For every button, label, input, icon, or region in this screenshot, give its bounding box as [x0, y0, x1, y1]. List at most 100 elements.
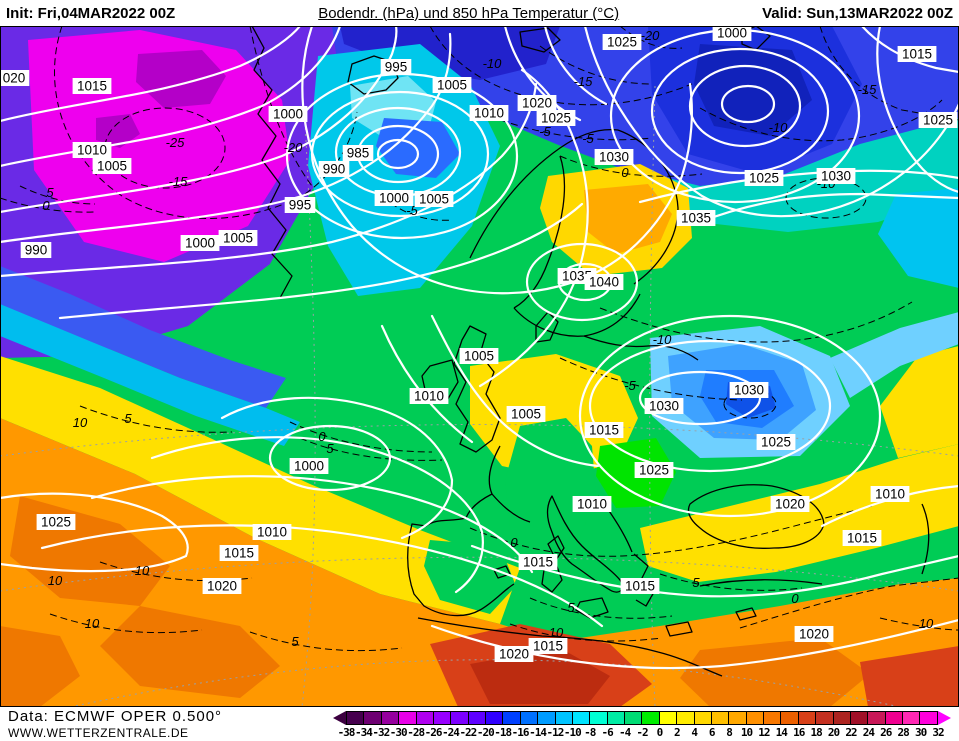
isobar-line: [40, 524, 604, 628]
isobar-label-box: [414, 191, 454, 207]
temp-label: 10: [85, 616, 100, 631]
colorbar-tick-label: -30: [389, 726, 408, 739]
colorbar-cells: [333, 711, 951, 725]
isobar-label: 1000: [294, 459, 324, 474]
isobar-label: 1020: [799, 627, 829, 642]
region-se-dark-orange: [680, 638, 870, 707]
temp-contour: [49, 613, 203, 634]
temp-contour: [79, 405, 233, 433]
isobar-label: 1010: [875, 487, 905, 502]
isobar-label-box: [518, 554, 558, 570]
header-bar: Init: Fri,04MAR2022 00Z Bodendr. (hPa) u…: [0, 0, 959, 26]
isobar-line: [0, 26, 398, 214]
isobar-label: 1025: [749, 171, 779, 186]
isobar-label-box: [794, 626, 834, 642]
isobar-label-box: [432, 77, 472, 93]
region-barents-inner: [694, 44, 812, 136]
isobar-label: 1015: [533, 639, 563, 654]
region-purple-blob-2: [96, 114, 140, 148]
isobar-line: [334, 106, 462, 198]
isobar-label-box: [536, 110, 576, 126]
colorbar-cell: [486, 711, 504, 725]
isobar-label-box: [72, 78, 112, 94]
colorbar-tick-label: -20: [476, 726, 495, 739]
isobar-label: 1020: [499, 647, 529, 662]
colorbar-cell: [885, 711, 903, 725]
colorbar-tick-label: 6: [708, 726, 716, 739]
temp-contour: [479, 111, 653, 141]
colorbar-cell: [572, 711, 591, 725]
isobar-label-box: [770, 496, 810, 512]
colorbar-cell: [381, 711, 400, 725]
isobar-label-box: [584, 422, 624, 438]
colorbar-tick-label: -16: [511, 726, 530, 739]
temp-label: 10: [48, 573, 63, 588]
data-source-label: Data: ECMWF OPER 0.500°: [8, 708, 223, 725]
coastline: [665, 621, 693, 637]
colorbar-right-arrow: [937, 711, 951, 725]
temp-contour: [559, 155, 703, 177]
isobar-label-box: [506, 406, 546, 422]
isobar-label: 1040: [589, 275, 619, 290]
isobar-label: 995: [385, 60, 408, 75]
isobar-line: [285, 72, 519, 240]
isobar-label: 1005: [419, 192, 449, 207]
temperature-colorbar: -38 -34 -32 -30 -28 -26 -24 -22 -20 -18 -16 -14 -12-…: [333, 711, 951, 741]
init-label: Init: Fri,04MAR2022 00Z: [6, 4, 176, 22]
colorbar-cell: [729, 711, 747, 725]
temp-label: 0: [791, 591, 799, 606]
colorbar-cell: [607, 711, 625, 725]
colorbar-cell: [746, 711, 764, 725]
isobar-line: [220, 396, 454, 540]
graticule-line: [649, 85, 656, 707]
isobar-label-box: [268, 106, 308, 122]
isobar-label: 1035: [562, 269, 592, 284]
region-green-tongue-med: [505, 418, 596, 586]
colorbar-cell: [764, 711, 782, 725]
colorbar-tick-label: 26: [880, 726, 892, 739]
colorbar-tick-label: 2: [674, 726, 681, 739]
isobar-label: 1025: [41, 515, 71, 530]
coastline: [513, 155, 566, 309]
isobar-label: 1030: [599, 150, 629, 165]
colorbar-tick-label: -2: [636, 726, 648, 739]
isobar-line: [430, 314, 600, 468]
colorbar-tick-label: 30: [914, 726, 927, 739]
coastline: [251, 26, 293, 299]
isobar-label: 1010: [77, 143, 107, 158]
website-label: WWW.WETTERZENTRALE.DE: [8, 726, 189, 740]
temp-label: 0: [510, 535, 518, 550]
colorbar-tick-label: 12: [758, 726, 770, 739]
isobar-label: 1015: [589, 423, 619, 438]
isobar-label: 1010: [577, 497, 607, 512]
colorbar-left-arrow: [333, 711, 346, 725]
isobar-line: [543, 26, 608, 106]
temp-contour: [819, 26, 959, 121]
isobar-label-box: [0, 70, 30, 86]
temp-label: 5: [326, 441, 334, 456]
valid-label: Valid: Sun,13MAR2022 00Z: [762, 4, 953, 22]
temp-label: 0: [42, 198, 50, 213]
colorbar-tick-label: -26: [424, 726, 443, 739]
isobar-label: 1025: [923, 113, 953, 128]
coastline: [347, 55, 399, 95]
isobar-label-box: [756, 434, 796, 450]
isobar-label-box: [374, 190, 414, 206]
colorbar-cell: [920, 711, 938, 725]
coastline: [469, 128, 619, 259]
isobar-label-box: [72, 142, 112, 158]
temp-contour: [469, 505, 873, 557]
isobar-line: [0, 492, 189, 573]
isobar-line: [650, 47, 830, 175]
isobar-label-box: [918, 112, 958, 128]
isobar-label: 1005: [437, 78, 467, 93]
temp-label: 10: [73, 415, 88, 430]
weather-map: -25-15-2050-10-15-5-50-20-10-15-10-10-5-…: [0, 26, 959, 707]
isobar-label: 1030: [649, 399, 679, 414]
isobar-label-box: [342, 145, 374, 161]
temp-label: -10: [653, 332, 673, 347]
isobar-line: [150, 436, 484, 594]
colorbar-cell: [694, 711, 712, 725]
isobar-label: 990: [323, 162, 346, 177]
isobar-label: 1000: [185, 236, 215, 251]
